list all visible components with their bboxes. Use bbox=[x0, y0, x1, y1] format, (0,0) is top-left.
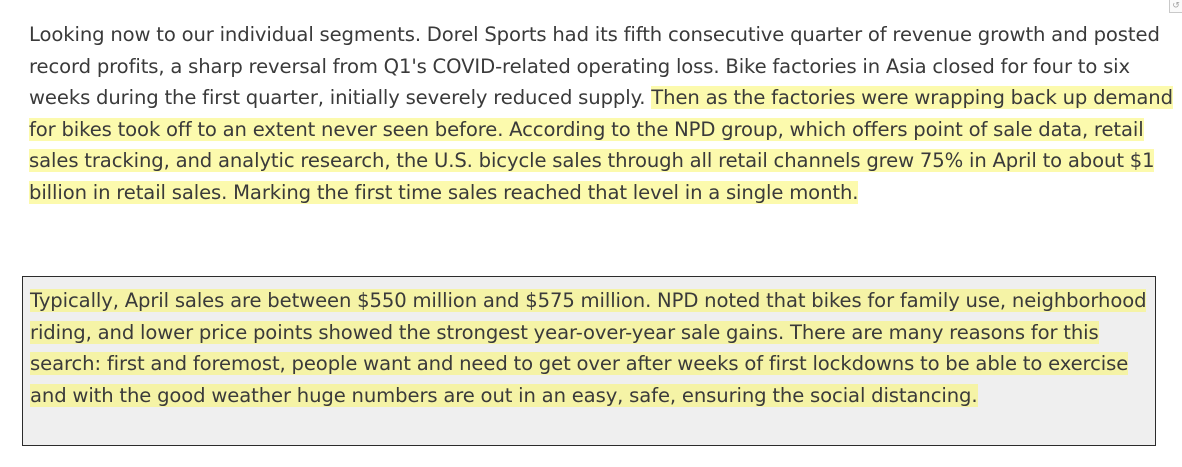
quote-box: Typically, April sales are between $550 … bbox=[22, 276, 1156, 446]
quote-paragraph: Typically, April sales are between $550 … bbox=[30, 285, 1160, 411]
segment-paragraph: Looking now to our individual segments. … bbox=[29, 19, 1179, 208]
quote-highlighted-text[interactable]: Typically, April sales are between $550 … bbox=[30, 289, 1147, 407]
paragraph-plain-text: Looking now to our individual segments. … bbox=[29, 23, 1160, 109]
corner-refresh-icon[interactable]: ↺ bbox=[1169, 0, 1182, 13]
